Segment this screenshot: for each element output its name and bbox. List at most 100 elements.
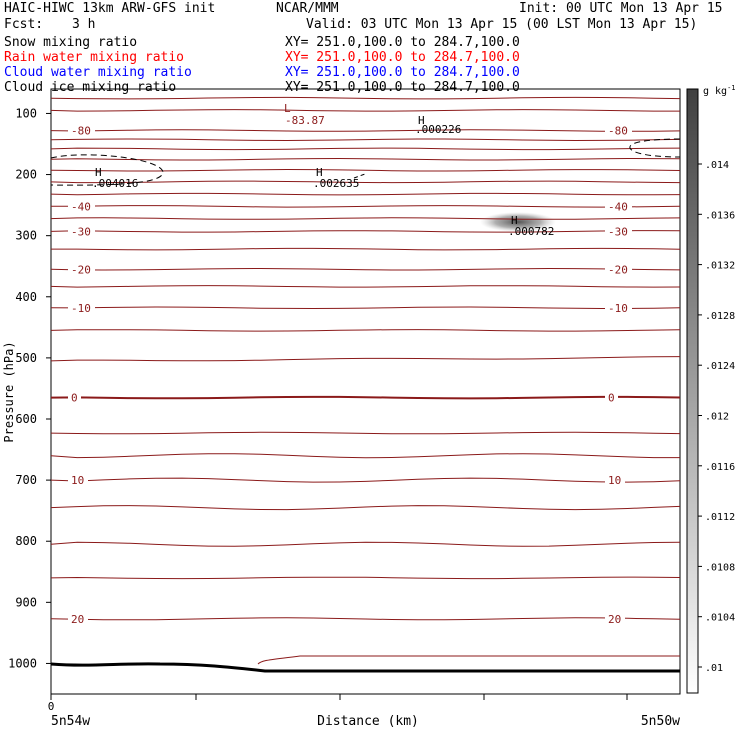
- y-tick-label-1000: 1000: [8, 656, 37, 670]
- contour-label-bg-left-4: [68, 301, 95, 314]
- temperature-contour-13: [50, 267, 681, 271]
- contour-label-right--40: -40: [608, 200, 628, 213]
- colorbar-label-10: .014: [705, 160, 729, 171]
- y-axis-label: Pressure (hPa): [2, 341, 16, 442]
- max-marker-1: H: [418, 114, 425, 127]
- y-tick-label-700: 700: [15, 473, 37, 487]
- contour-label-bg-right-4: [605, 301, 632, 314]
- temperature-contour-0: [50, 96, 681, 100]
- temperature-contour-16: [50, 329, 681, 332]
- temperature-contour-9: [50, 205, 681, 208]
- temperature-contour-25: [50, 617, 681, 621]
- colorbar-label-5: .012: [705, 412, 729, 423]
- contour-label-bg-left-1: [68, 200, 95, 213]
- contour-label-right-10: 10: [608, 474, 621, 487]
- near-surface-contour: [257, 655, 680, 665]
- init-time: Init: 00 UTC Mon 13 Apr 15: [519, 1, 723, 16]
- y-tick-label-200: 200: [15, 168, 37, 182]
- temperature-contour-18: [50, 395, 681, 400]
- min-value: -83.87: [285, 114, 325, 127]
- contour-label-bg-right-1: [605, 200, 632, 213]
- temperature-contour-24: [50, 576, 681, 580]
- model-title: HAIC-HIWC 13km ARW-GFS init: [4, 1, 216, 16]
- contour-label-right--10: -10: [608, 302, 628, 315]
- y-tick-label-600: 600: [15, 412, 37, 426]
- contour-label-left-0: 0: [71, 392, 78, 405]
- contour-label-bg-left-5: [68, 391, 81, 404]
- colorbar-label-0: .01: [705, 663, 723, 674]
- colorbar-unit: g kg-1: [703, 84, 736, 97]
- temperature-contour-17: [50, 356, 681, 362]
- y-tick-label-300: 300: [15, 229, 37, 243]
- temperature-contour-5: [50, 157, 681, 161]
- contour-label-left--10: -10: [71, 302, 91, 315]
- temperature-contour-14: [50, 285, 681, 288]
- contour-label-bg-left-2: [68, 225, 95, 238]
- contour-label-bg-right-5: [605, 391, 618, 404]
- temperature-contours: [50, 96, 681, 621]
- contour-label-left--20: -20: [71, 263, 91, 276]
- y-tick-label-900: 900: [15, 595, 37, 609]
- temperature-contour-6: [50, 168, 681, 172]
- field-name-cloud-water: Cloud water mixing ratio: [4, 65, 192, 80]
- temperature-contour-15: [50, 306, 681, 310]
- temperature-contour-3: [50, 138, 681, 142]
- max-marker-2: H: [95, 166, 102, 179]
- max-marker-4: H: [511, 214, 518, 227]
- field-xy-cloud-ice: XY= 251.0,100.0 to 284.7,100.0: [285, 80, 520, 95]
- max-value-4: .000782: [508, 225, 554, 238]
- contour-label-bg-left-7: [68, 612, 88, 625]
- terrain-line: [50, 662, 680, 673]
- x-axis-label: Distance (km): [317, 714, 419, 729]
- valid-time: Valid: 03 UTC Mon 13 Apr 15 (00 LST Mon …: [306, 17, 698, 32]
- snow-contour-right: [629, 138, 681, 158]
- y-tick-label-500: 500: [15, 351, 37, 365]
- temperature-contour-22: [50, 505, 681, 511]
- temperature-contour-2: [50, 129, 681, 132]
- center-label: NCAR/MMM: [276, 1, 339, 16]
- contour-label-right--20: -20: [608, 263, 628, 276]
- temperature-contour-7: [50, 180, 681, 184]
- x-tick-label-0: 0: [48, 700, 55, 713]
- temperature-contour-8: [50, 192, 681, 196]
- max-value-2: .004016: [92, 177, 138, 190]
- colorbar-label-1: .0104: [705, 613, 735, 624]
- colorbar-label-7: .0128: [705, 311, 735, 322]
- field-xy-snow: XY= 251.0,100.0 to 284.7,100.0: [285, 35, 520, 50]
- contour-label-bg-left-6: [68, 474, 88, 487]
- temperature-contour-19: [50, 431, 681, 435]
- max-value-1: .000226: [415, 123, 461, 136]
- field-xy-cloud-water: XY= 251.0,100.0 to 284.7,100.0: [285, 65, 520, 80]
- y-tick-label-800: 800: [15, 534, 37, 548]
- colorbar-label-8: .0132: [705, 261, 735, 272]
- contour-label-bg-right-3: [605, 263, 632, 276]
- contour-label-left-10: 10: [71, 474, 84, 487]
- forecast-label: Fcst:: [4, 17, 44, 32]
- contour-label-left--40: -40: [71, 200, 91, 213]
- contour-label-right--30: -30: [608, 225, 628, 238]
- colorbar-label-2: .0108: [705, 562, 735, 573]
- temperature-contour-labels: -80 -80 -40 -40 -30 -30 -20 -20 -10 -10 0 0 10 10 20 20: [68, 124, 632, 626]
- x-left-location: 5n54w: [51, 714, 90, 729]
- plot-frame: [50, 88, 681, 695]
- colorbar-ticks: .01 .0104 .0108 .0112 .0116 .012 .0124 .0128 .01…: [698, 160, 735, 674]
- contour-label-bg-left-3: [68, 263, 95, 276]
- min-marker: L: [284, 102, 291, 115]
- colorbar-label-3: .0112: [705, 512, 735, 523]
- contour-label-bg-right-7: [605, 612, 625, 625]
- x-right-location: 5n50w: [641, 714, 680, 729]
- colorbar-label-9: .0136: [705, 210, 735, 221]
- x-axis: [50, 694, 628, 700]
- field-name-snow: Snow mixing ratio: [4, 35, 138, 50]
- contour-label-left--80: -80: [71, 125, 91, 138]
- max-value-3: .002635: [313, 177, 359, 190]
- max-marker-3: H: [316, 166, 323, 179]
- snow-contour-mid: [353, 173, 367, 179]
- y-tick-label-100: 100: [15, 106, 37, 120]
- temperature-contour-11: [50, 230, 681, 233]
- forecast-hour: 3 h: [72, 17, 96, 32]
- field-xy-rain: XY= 251.0,100.0 to 284.7,100.0: [285, 50, 520, 65]
- snow-contour-left: [50, 154, 164, 186]
- ice-maximum-shading: [480, 212, 556, 232]
- temperature-contour-20: [50, 453, 680, 459]
